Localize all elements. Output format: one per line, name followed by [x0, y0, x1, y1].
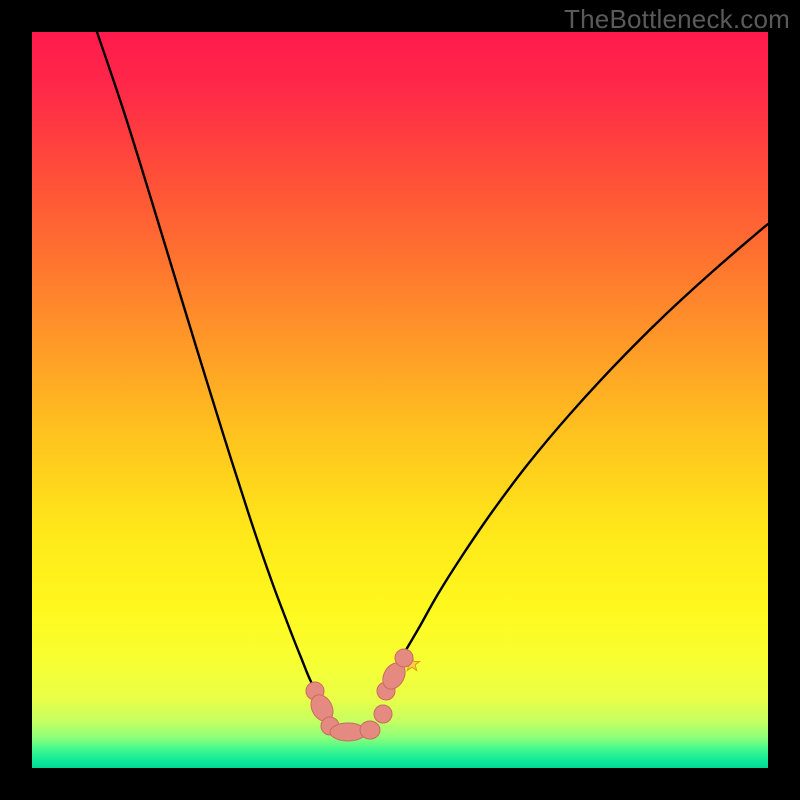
chart-svg — [32, 32, 768, 768]
plot-area — [32, 32, 768, 768]
data-point-marker — [374, 705, 392, 723]
watermark-text: TheBottleneck.com — [564, 4, 790, 35]
data-point-marker — [360, 721, 380, 739]
data-point-marker — [395, 649, 413, 667]
